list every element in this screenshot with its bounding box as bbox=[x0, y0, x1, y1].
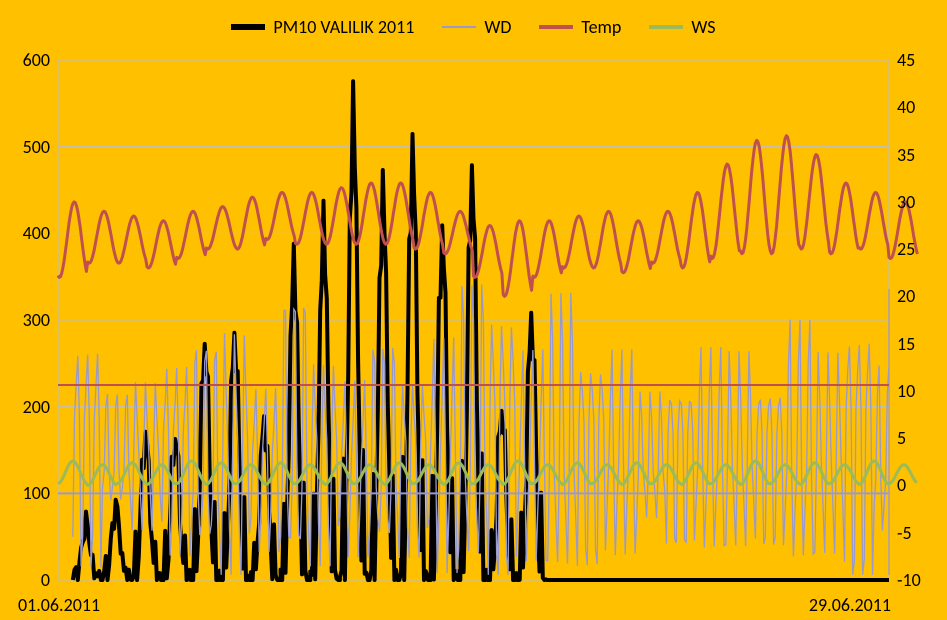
y2-tick-label: 20 bbox=[897, 285, 941, 307]
y1-tick-label: 0 bbox=[6, 569, 50, 591]
y2-tick-label: 40 bbox=[897, 96, 941, 118]
y1-tick-label: 600 bbox=[6, 49, 50, 71]
y2-tick-label: 45 bbox=[897, 49, 941, 71]
y2-tick-label: 35 bbox=[897, 144, 941, 166]
y1-tick-label: 200 bbox=[6, 396, 50, 418]
y2-tick-label: 30 bbox=[897, 191, 941, 213]
plot-svg bbox=[0, 0, 947, 620]
y2-tick-label: 15 bbox=[897, 333, 941, 355]
x-tick-label: 01.06.2011 bbox=[18, 594, 100, 616]
chart-container: PM10 VALILIK 2011 WD Temp WS 01002003004… bbox=[0, 0, 947, 620]
y1-tick-label: 400 bbox=[6, 222, 50, 244]
y2-tick-label: 10 bbox=[897, 380, 941, 402]
x-tick-label: 29.06.2011 bbox=[809, 594, 891, 616]
y2-tick-label: 0 bbox=[897, 474, 941, 496]
y2-tick-label: -5 bbox=[897, 522, 941, 544]
y2-tick-label: 5 bbox=[897, 427, 941, 449]
y1-tick-label: 500 bbox=[6, 136, 50, 158]
y1-tick-label: 100 bbox=[6, 482, 50, 504]
y2-tick-label: -10 bbox=[897, 569, 941, 591]
y1-tick-label: 300 bbox=[6, 309, 50, 331]
y2-tick-label: 25 bbox=[897, 238, 941, 260]
